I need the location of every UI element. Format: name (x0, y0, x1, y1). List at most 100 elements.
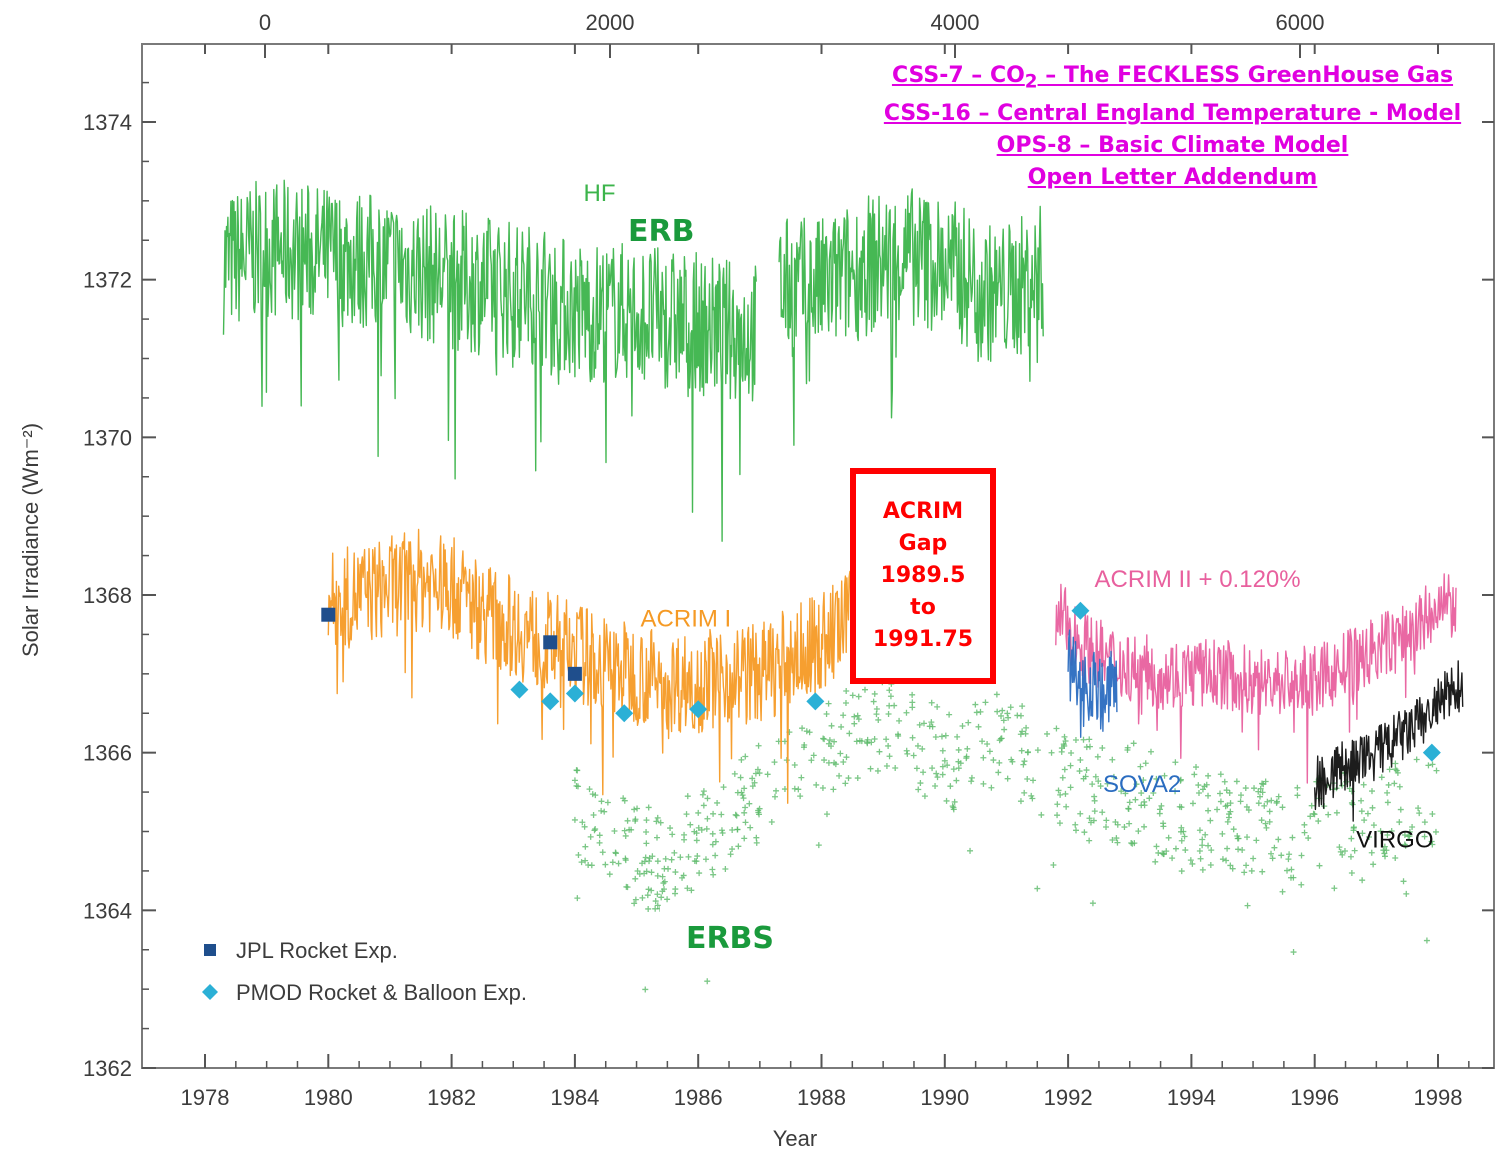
erbs-point (986, 748, 993, 755)
erbs-point (1279, 804, 1286, 811)
erbs-point (740, 795, 747, 802)
erbs-point (1076, 768, 1083, 775)
erbs-point (1030, 777, 1037, 784)
erbs-point (1241, 869, 1248, 876)
erbs-point (929, 765, 936, 772)
erbs-point (1285, 856, 1292, 863)
erbs-point (681, 836, 688, 843)
erbs-point (1165, 834, 1172, 841)
erbs-point (1268, 850, 1275, 857)
erbs-point (996, 759, 1003, 766)
erbs-point (885, 742, 892, 749)
erbs-point (831, 738, 838, 745)
erbs-point (1226, 789, 1233, 796)
erbs-point (1370, 861, 1377, 868)
erbs-point (1017, 712, 1024, 719)
erbs-point (1089, 781, 1096, 788)
series-label: ACRIM I (641, 606, 732, 633)
erbs-point (1369, 804, 1376, 811)
erbs-point (990, 757, 997, 764)
reference-link[interactable]: CSS-7 – CO2 – The FECKLESS GreenHouse Ga… (860, 60, 1485, 98)
erbs-point (1257, 785, 1264, 792)
erbs-point (1433, 767, 1440, 774)
erbs-point (1017, 798, 1024, 805)
erbs-point (1137, 763, 1144, 770)
erbs-point (654, 902, 661, 909)
erbs-point (623, 883, 630, 890)
erbs-point (1158, 802, 1165, 809)
series-line-hf (222, 179, 1044, 542)
erbs-point (1331, 885, 1338, 892)
erbs-point (1259, 868, 1266, 875)
erbs-point (854, 775, 861, 782)
erbs-point (1279, 888, 1286, 895)
erbs-point (1401, 841, 1408, 848)
erbs-point (718, 811, 725, 818)
erbs-point (1147, 748, 1154, 755)
erbs-point (691, 828, 698, 835)
erbs-point (700, 802, 707, 809)
erbs-point (672, 869, 679, 876)
erbs-point (993, 691, 1000, 698)
erbs-point (1048, 749, 1055, 756)
erbs-point (591, 827, 598, 834)
erbs-point (1235, 846, 1242, 853)
erbs-point (955, 746, 962, 753)
erbs-point (581, 823, 588, 830)
erbs-point (1377, 828, 1384, 835)
erbs-point (1263, 824, 1270, 831)
erbs-point (1021, 758, 1028, 765)
erbs-point (598, 807, 605, 814)
erbs-point (1153, 775, 1160, 782)
jpl-rocket-marker (321, 607, 336, 622)
erbs-point (1161, 772, 1168, 779)
erbs-point (1189, 860, 1196, 867)
reference-link[interactable]: CSS-16 – Central England Temperature - M… (860, 98, 1485, 130)
erbs-point (1207, 817, 1214, 824)
reference-link[interactable]: Open Letter Addendum (860, 162, 1485, 194)
legend-entry: JPL Rocket Exp. (236, 938, 398, 963)
erbs-point (1368, 849, 1375, 856)
erbs-point (1138, 790, 1145, 797)
x-tick-label: 1986 (674, 1085, 723, 1110)
erbs-point (826, 737, 833, 744)
link-text-suffix: – The FECKLESS GreenHouse Gas (1037, 63, 1454, 88)
erbs-point (980, 780, 987, 787)
series-lines (222, 179, 1464, 822)
erbs-point (698, 826, 705, 833)
erbs-point (909, 699, 916, 706)
erbs-point (999, 707, 1006, 714)
erbs-point (622, 832, 629, 839)
erbs-point (738, 756, 745, 763)
erbs-point (1227, 800, 1234, 807)
reference-link[interactable]: OPS-8 – Basic Climate Model (860, 130, 1485, 162)
erbs-point (644, 892, 651, 899)
erbs-point (586, 786, 593, 793)
erbs-point (1193, 764, 1200, 771)
erbs-point (695, 809, 702, 816)
erbs-point (601, 808, 608, 815)
erbs-point (828, 743, 835, 750)
erbs-point (1207, 861, 1214, 868)
plot-frame (141, 43, 1495, 1069)
erbs-point (909, 704, 916, 711)
erbs-point (1219, 830, 1226, 837)
erbs-point (840, 712, 847, 719)
erbs-point (953, 777, 960, 784)
erbs-point (975, 723, 982, 730)
erbs-point (871, 736, 878, 743)
erbs-point (939, 747, 946, 754)
erbs-point (836, 772, 843, 779)
erbs-point (1413, 756, 1420, 763)
erbs-point (1077, 810, 1084, 817)
series-line-virgo (1314, 660, 1464, 822)
erbs-point (832, 761, 839, 768)
erbs-point (1189, 800, 1196, 807)
erbs-point (753, 839, 760, 846)
erbs-point (943, 797, 950, 804)
erbs-point (1251, 785, 1258, 792)
erbs-point (1163, 848, 1170, 855)
erb-label: ERB (628, 214, 695, 249)
erbs-point (1337, 848, 1344, 855)
erbs-point (1019, 728, 1026, 735)
